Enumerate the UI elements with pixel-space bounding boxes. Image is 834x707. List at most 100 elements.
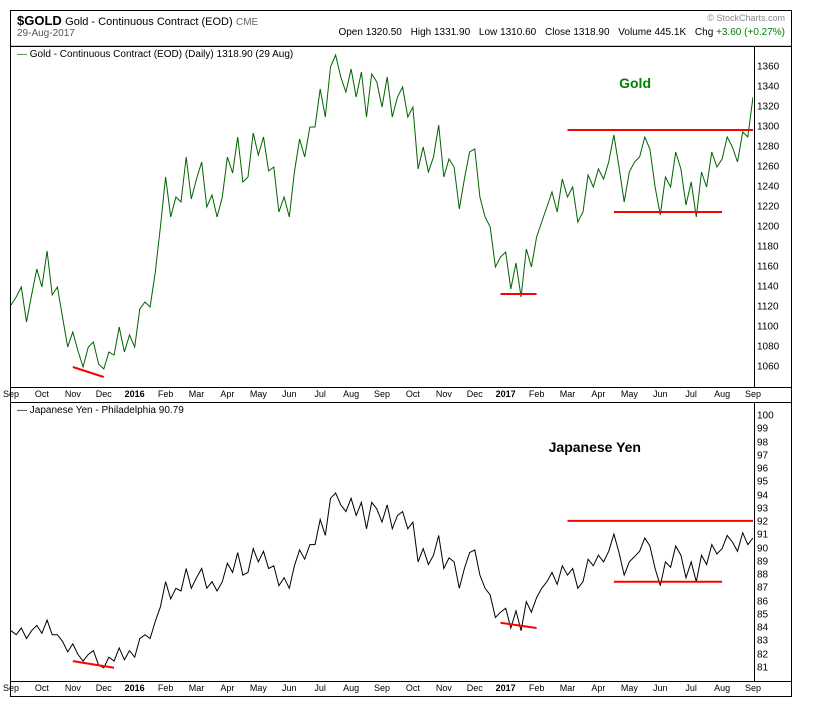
x-tick: Oct [406,683,420,693]
x-tick: 2017 [496,683,516,693]
ticker-line: $GOLD Gold - Continuous Contract (EOD) C… [17,13,785,28]
open-label: Open [338,27,362,38]
y-tick: 91 [757,530,768,541]
x-tick: Jul [685,389,697,399]
yen-x-axis: Sep Oct Nov Dec 2016 Feb Mar Apr May Jun Jul Aug Sep… [11,681,791,696]
panel-gold: — Gold - Continuous Contract (EOD) (Dail… [11,46,791,402]
y-tick: 94 [757,490,768,501]
close-label: Close [545,27,571,38]
y-tick: 1280 [757,142,779,153]
y-tick: 96 [757,464,768,475]
y-tick: 1080 [757,342,779,353]
x-tick: Oct [406,389,420,399]
yen-plot-area [11,403,754,681]
y-tick: 1200 [757,222,779,233]
y-tick: 90 [757,543,768,554]
y-tick: 1140 [757,282,779,293]
y-tick: 85 [757,609,768,620]
y-tick: 82 [757,649,768,660]
x-tick: Dec [467,683,483,693]
x-tick: Aug [343,683,359,693]
y-tick: 100 [757,411,774,422]
chg-label: Chg [695,27,713,38]
x-tick: Dec [467,389,483,399]
gold-y-axis: 1060108011001120114011601180120012201240… [754,47,791,387]
y-tick: 1240 [757,182,779,193]
x-tick: Aug [714,389,730,399]
low-label: Low [479,27,497,38]
y-tick: 83 [757,636,768,647]
x-tick: Jul [314,683,326,693]
x-tick: May [621,389,638,399]
x-tick: Feb [529,389,545,399]
chg-value: +3.60 (+0.27%) [716,27,785,38]
y-tick: 1300 [757,122,779,133]
yen-y-axis: 8182838485868788899091929394959697989910… [754,403,791,681]
y-tick: 1120 [757,302,779,313]
ohlc-line: Open 1320.50 High 1331.90 Low 1310.60 Cl… [332,27,785,38]
x-tick: Nov [65,683,81,693]
x-tick: 2016 [125,683,145,693]
y-tick: 89 [757,556,768,567]
x-tick: Nov [65,389,81,399]
high-label: High [411,27,432,38]
x-tick: Mar [189,389,205,399]
x-tick: Apr [220,389,234,399]
high-value: 1331.90 [434,27,470,38]
x-tick: Oct [35,389,49,399]
y-tick: 1260 [757,162,779,173]
close-value: 1318.90 [573,27,609,38]
x-tick: Nov [436,389,452,399]
x-tick: 2016 [125,389,145,399]
yen-legend-dash: — [17,405,27,416]
gold-legend-text: Gold - Continuous Contract (EOD) (Daily)… [30,49,293,60]
y-tick: 84 [757,623,768,634]
y-tick: 88 [757,570,768,581]
x-tick: Sep [374,683,390,693]
x-tick: Jul [685,683,697,693]
x-tick: Apr [591,683,605,693]
x-tick: Mar [560,389,576,399]
low-value: 1310.60 [500,27,536,38]
x-tick: Sep [3,389,19,399]
y-tick: 92 [757,517,768,528]
x-tick: Mar [189,683,205,693]
gold-legend: — Gold - Continuous Contract (EOD) (Dail… [15,49,295,60]
x-tick: Jun [282,389,297,399]
y-tick: 97 [757,450,768,461]
x-tick: Sep [3,683,19,693]
gold-legend-dash: — [17,49,27,60]
exchange: CME [236,17,258,28]
x-tick: Dec [96,683,112,693]
y-tick: 98 [757,437,768,448]
x-tick: Apr [591,389,605,399]
gold-x-axis: SepOctNovDec2016FebMarAprMayJunJulAugSep… [11,387,791,402]
volume-value: 445.1K [654,27,686,38]
attribution: © StockCharts.com [707,13,785,23]
gold-label: Gold [619,75,651,91]
x-tick: Jul [314,389,326,399]
y-tick: 87 [757,583,768,594]
y-tick: 81 [757,662,768,673]
x-tick: Jun [653,683,668,693]
ticker-symbol: $GOLD [17,13,62,28]
x-tick: Jun [282,683,297,693]
x-tick: Feb [158,683,174,693]
x-tick: Sep [745,389,761,399]
x-tick: Feb [529,683,545,693]
gold-plot-area [11,47,754,387]
panel-yen: — Japanese Yen - Philadelphia 90.79 Japa… [11,402,791,696]
x-tick: Apr [220,683,234,693]
y-tick: 1360 [757,62,779,73]
y-tick: 1180 [757,242,779,253]
y-tick: 1060 [757,362,779,373]
x-tick: Sep [745,683,761,693]
x-tick: May [250,389,267,399]
x-tick: May [621,683,638,693]
yen-legend: — Japanese Yen - Philadelphia 90.79 [15,405,186,416]
x-tick: Mar [560,683,576,693]
y-tick: 95 [757,477,768,488]
ticker-name: Gold - Continuous Contract (EOD) [65,16,233,28]
x-tick: Oct [35,683,49,693]
x-tick: 2017 [496,389,516,399]
